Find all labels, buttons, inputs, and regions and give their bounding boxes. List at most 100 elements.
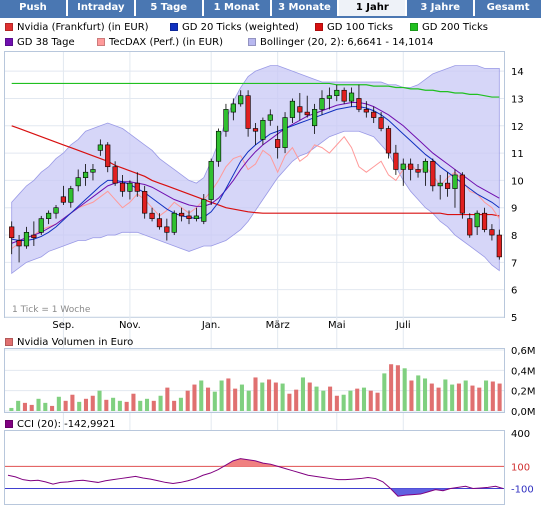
candle [193,215,199,219]
candle [356,98,362,110]
tab-5-tage[interactable]: 5 Tage [135,0,202,16]
price-tick-label: 14 [511,67,524,78]
legend-item-gd20: GD 20 Ticks (weighted) [170,21,299,34]
volume-bar [97,390,102,411]
tab-3-jahre[interactable]: 3 Jahre [407,0,474,16]
candle [267,114,273,121]
volume-bar [144,398,150,411]
volume-bar [63,400,68,411]
candle [282,117,288,148]
price-tick-label: 9 [511,204,517,215]
candle [215,130,222,162]
candle [393,152,399,170]
volume-bar [470,385,475,411]
volume-bar [90,395,95,411]
volume-bar [172,400,177,411]
volume-bar [490,381,495,411]
legend-label-gd38: GD 38 Tage [17,37,75,48]
bollinger-band [11,65,500,275]
price-tick-label: 13 [511,94,524,105]
volume-bar [226,378,231,411]
candle [363,109,369,113]
volume-bar [233,388,238,411]
legend-label-gd20: GD 20 Ticks (weighted) [182,22,299,33]
x-tick-label: März [266,320,290,331]
tab-1-monat[interactable]: 1 Monat [203,0,270,16]
volume-bar [219,380,224,411]
candle [319,98,325,110]
tab-push[interactable]: Push [0,0,66,16]
tab-bar: Push Intraday 5 Tage 1 Monat 3 Monate 1 Jahr 3… [0,0,541,17]
tab-gesamt[interactable]: Gesamt [475,0,541,16]
volume-bar [239,384,244,411]
volume-bar [341,394,346,411]
legend-swatch-volume [5,338,13,346]
candle [60,196,67,203]
volume-bar [361,387,367,411]
legend-item-gd200: GD 200 Ticks [410,21,488,34]
candle [230,103,236,113]
legend-item-gd38: GD 38 Tage [5,36,75,49]
legend-swatch-gd20 [170,23,178,31]
candle [171,212,177,233]
candle [430,160,436,187]
candle [46,212,52,219]
legend-item-gd100: GD 100 Ticks [315,21,393,34]
volume-tick-label: 0,4M [511,366,536,377]
volume-bar [253,377,258,411]
tab-1-jahr[interactable]: 1 Jahr [339,0,406,16]
legend-swatch-nvidia [5,23,13,31]
price-tick-label: 7 [511,258,517,269]
candle [459,174,465,214]
volume-bar [409,380,414,411]
tab-3-monate[interactable]: 3 Monate [271,0,338,16]
candle [223,109,229,132]
volume-bar [192,384,197,411]
tab-intraday[interactable]: Intraday [67,0,134,16]
gd100-line [11,125,500,217]
candle [90,169,96,173]
volume-bar [43,402,48,411]
volume-bar [402,368,407,411]
legend-item-tecdax: TecDAX (Perf.) (in EUR) [97,36,223,49]
volume-bar [355,388,360,411]
candle [275,139,281,148]
candle [53,207,59,214]
candle [408,163,414,170]
candle [348,92,355,102]
candle [312,109,318,127]
volume-bar [368,390,373,411]
volume-bar [287,393,292,411]
candle [9,226,15,239]
legend-swatch-gd200 [410,23,418,31]
legend-swatch-gd100 [315,23,323,31]
volume-bar [138,400,143,411]
candle [38,218,44,233]
candle [245,95,251,129]
volume-bar [77,401,82,411]
candle [179,212,185,217]
volume-bar [429,383,434,411]
volume-bar [450,384,455,411]
volume-bar [158,395,163,411]
candle [304,111,310,116]
volume-bar [395,365,400,411]
price-tick-label: 12 [511,122,524,133]
volume-bar [436,387,441,411]
cci-line [7,458,504,497]
volume-bar [463,380,468,411]
candle [142,191,148,214]
volume-bar [416,375,421,411]
cci-tick-label: 100 [511,462,530,473]
volume-bar [260,382,265,411]
candle [341,89,347,102]
x-tick-label: Sep. [52,320,74,331]
cci-tick-label: 400 [511,429,530,440]
candle [82,171,89,178]
volume-bar [307,382,312,411]
legend-label-cci: CCI (20): -142,9921 [17,419,116,430]
candle [127,182,133,192]
volume-bar [334,395,339,411]
legend-swatch-cci [5,420,13,428]
volume-bar [131,393,136,411]
